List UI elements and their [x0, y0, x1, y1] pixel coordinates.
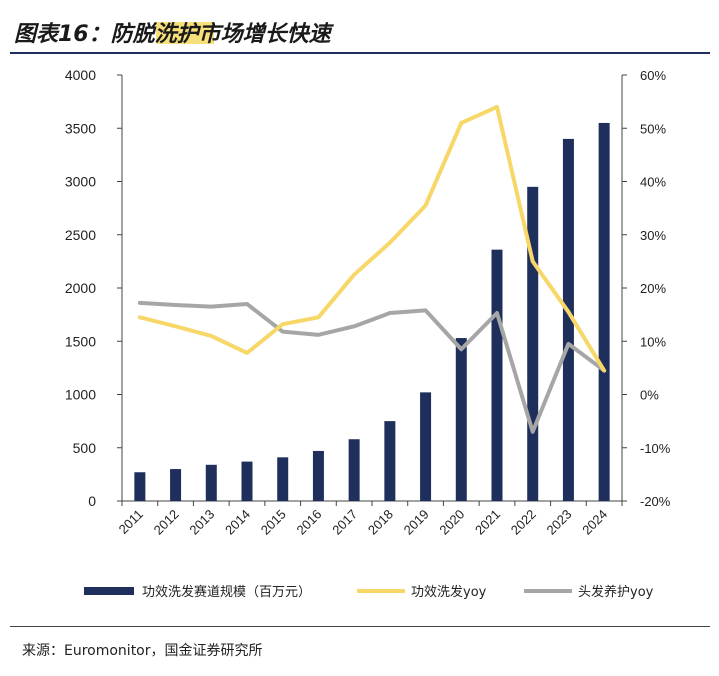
left-tick-label: 2000: [65, 280, 96, 296]
bar: [527, 186, 539, 501]
bar-series: [134, 122, 610, 502]
line-hair-care-yoy: [137, 300, 607, 434]
bar: [455, 338, 467, 501]
x-tick-label: 2016: [293, 507, 324, 538]
bar: [420, 392, 432, 501]
legend-swatch-bar: [84, 587, 134, 595]
x-tick-label: 2024: [579, 507, 610, 538]
line-shampoo-yoy: [137, 104, 607, 373]
right-tick-label: 50%: [640, 121, 666, 136]
right-tick-label: 20%: [640, 281, 666, 296]
left-tick-label: 3500: [65, 120, 96, 136]
title-highlight: [156, 22, 214, 44]
left-tick-label: 500: [73, 440, 97, 456]
x-tick-label: 2023: [543, 507, 574, 538]
source-divider: [10, 626, 710, 627]
right-tick-label: -20%: [640, 494, 671, 509]
bar: [562, 138, 574, 501]
x-tick-label: 2012: [151, 507, 182, 538]
x-tick-label: 2013: [186, 507, 217, 538]
right-tick-label: 10%: [640, 334, 666, 349]
x-tick-label: 2018: [365, 507, 396, 538]
right-tick-label: 0%: [640, 388, 659, 403]
left-tick-label: 4000: [65, 67, 96, 83]
legend-label-gray: 头发养护yoy: [578, 584, 654, 600]
bar: [491, 249, 503, 501]
right-tick-label: 30%: [640, 228, 666, 243]
right-tick-label: -10%: [640, 441, 671, 456]
left-tick-label: 3000: [65, 174, 96, 190]
line-series: [137, 104, 607, 434]
right-tick-label: 60%: [640, 68, 666, 83]
bar: [312, 450, 324, 501]
source-note: 来源：Euromonitor，国金证券研究所: [22, 643, 263, 659]
chart-title: 图表16：防脱洗护市场增长快速: [14, 22, 331, 47]
axes: 0 500 1000 1500 2000 2500 3000 3500 4000 -20% -10%…: [65, 67, 671, 538]
bar: [170, 469, 182, 501]
bar: [348, 439, 360, 501]
bar: [598, 122, 610, 502]
bar: [384, 421, 396, 501]
x-tick-label: 2021: [472, 507, 503, 538]
left-tick-label: 0: [88, 493, 96, 509]
legend-label-yellow: 功效洗发yoy: [411, 584, 487, 600]
left-tick-label: 1500: [65, 333, 96, 349]
legend-label-bar: 功效洗发赛道规模（百万元）: [142, 584, 311, 600]
bar: [241, 461, 253, 501]
x-tick-label: 2014: [222, 507, 253, 538]
x-tick-label: 2011: [116, 507, 146, 537]
title-area: 图表16：防脱洗护市场增长快速: [10, 8, 710, 48]
x-tick-label: 2019: [401, 507, 432, 538]
left-tick-label: 2500: [65, 227, 96, 243]
right-tick-label: 40%: [640, 175, 666, 190]
x-tick-label: 2015: [258, 507, 289, 538]
left-tick-label: 1000: [65, 387, 96, 403]
x-tick-label: 2022: [508, 507, 539, 538]
bar: [277, 457, 289, 501]
x-tick-label: 2017: [329, 507, 360, 538]
bar: [134, 472, 146, 501]
title-underline: [10, 52, 710, 54]
x-tick-label: 2020: [436, 507, 467, 538]
legend: 功效洗发赛道规模（百万元） 功效洗发yoy 头发养护yoy: [84, 584, 654, 600]
bar: [205, 464, 217, 501]
